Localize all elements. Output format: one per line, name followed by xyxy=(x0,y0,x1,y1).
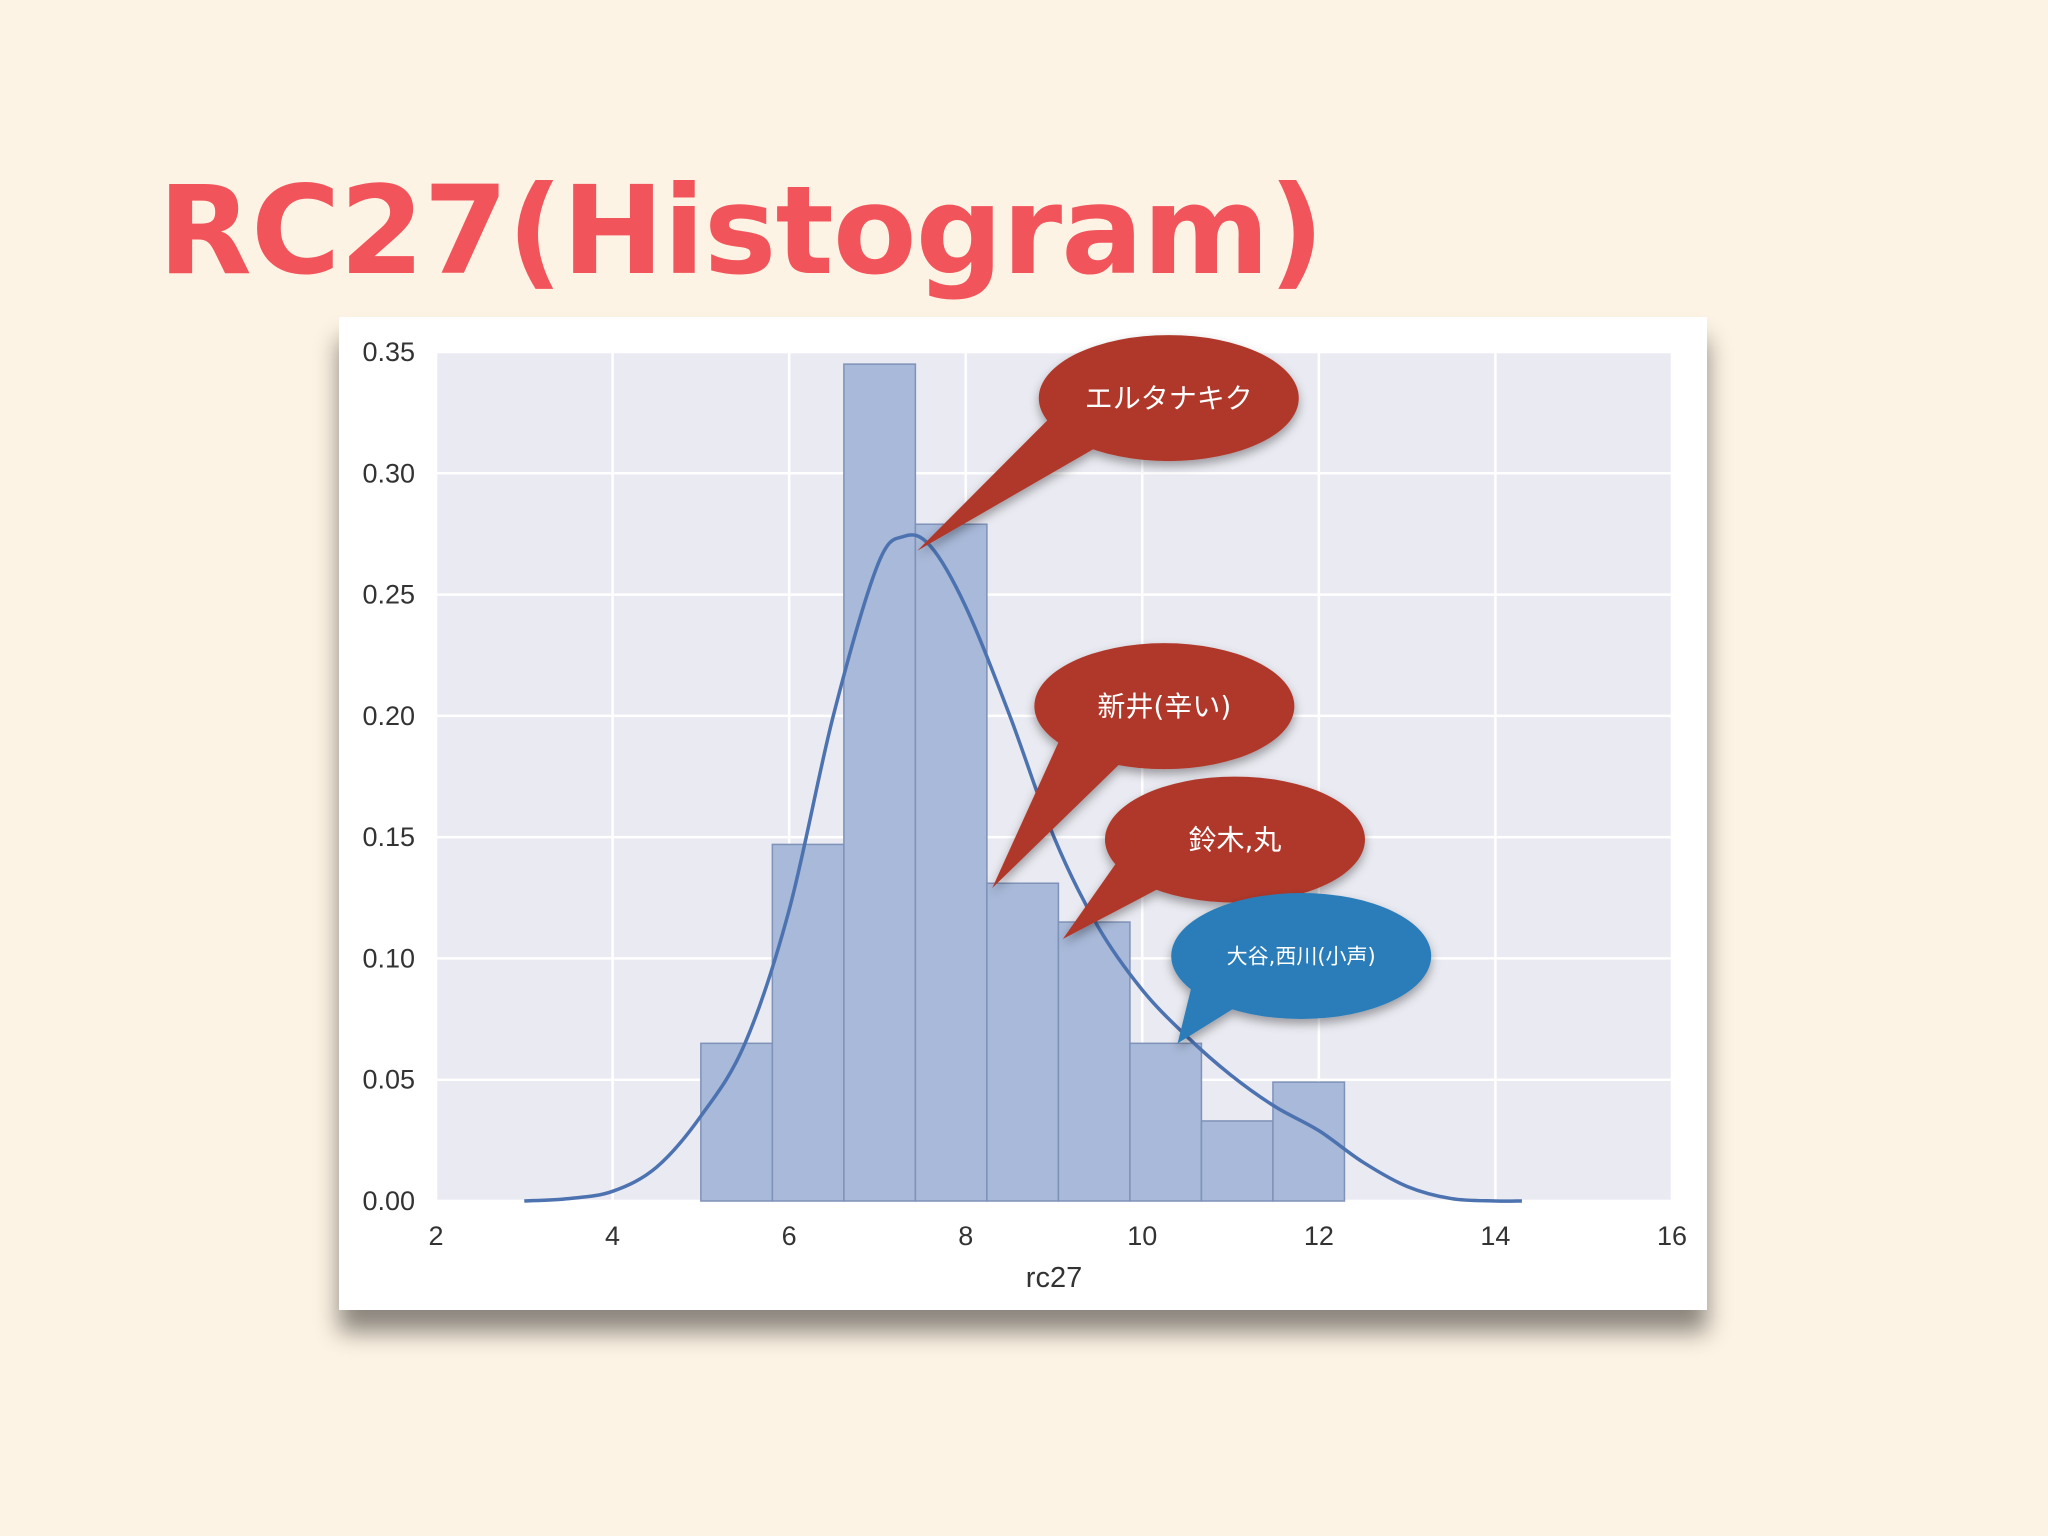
x-axis-title: rc27 xyxy=(1026,1262,1082,1294)
histogram-bar xyxy=(1200,1120,1274,1202)
y-tick-label: 0.05 xyxy=(362,1065,415,1095)
y-tick-label: 0.35 xyxy=(362,337,415,367)
histogram-bar xyxy=(986,882,1060,1202)
x-tick-label: 2 xyxy=(428,1221,443,1251)
callout-label: 鈴木,丸 xyxy=(1189,823,1282,856)
callout xyxy=(1062,776,1365,940)
y-tick-label: 0.00 xyxy=(362,1186,415,1216)
histogram-bar xyxy=(1057,921,1131,1202)
callout-label: エルタナキク xyxy=(1085,382,1253,415)
x-tick-label: 8 xyxy=(958,1221,973,1251)
callout-pointer xyxy=(917,404,1109,551)
y-tick-label: 0.20 xyxy=(362,701,415,731)
callout-bubble xyxy=(1034,643,1295,770)
callout xyxy=(1171,893,1432,1044)
histogram-bar xyxy=(914,523,988,1202)
x-tick-label: 10 xyxy=(1127,1221,1157,1251)
x-tick-label: 16 xyxy=(1657,1221,1687,1251)
histogram-bar xyxy=(700,1042,774,1202)
callout-label: 新井(辛い) xyxy=(1097,690,1231,723)
callout-bubble xyxy=(1038,335,1299,462)
histogram-chart: 2 4 6 8 10 12 14 16 0.00 0.05 0.10 0.15 0.20 0.25 0.30… xyxy=(362,335,1687,1294)
histogram-bar xyxy=(1129,1042,1203,1202)
x-tick-label: 14 xyxy=(1480,1221,1510,1251)
callout-pointer xyxy=(992,725,1130,889)
chart-card: 2 4 6 8 10 12 14 16 0.00 0.05 0.10 0.15 0.20 0.25 0.30… xyxy=(339,317,1707,1310)
x-tick-label: 4 xyxy=(605,1221,620,1251)
callout-bubble xyxy=(1171,893,1432,1020)
histogram-bar xyxy=(843,363,917,1202)
callout xyxy=(917,335,1299,551)
y-tick-label: 0.30 xyxy=(362,458,415,488)
callout-label: 大谷,西川(小声) xyxy=(1227,944,1376,968)
callout xyxy=(992,643,1295,889)
callout-bubble xyxy=(1104,776,1365,903)
y-tick-label: 0.25 xyxy=(362,580,415,610)
y-tick-label: 0.15 xyxy=(362,822,415,852)
density-curve xyxy=(524,533,1522,1203)
x-tick-label: 6 xyxy=(782,1221,797,1251)
histogram-bar xyxy=(771,843,845,1202)
histogram-bars xyxy=(700,363,1346,1202)
y-tick-label: 0.10 xyxy=(362,943,415,973)
slide-title: RC27(Histogram) xyxy=(158,160,1324,302)
axis-ticks: 2 4 6 8 10 12 14 16 0.00 0.05 0.10 0.15 0.20 0.25 0.30… xyxy=(362,337,1687,1251)
x-tick-label: 12 xyxy=(1304,1221,1334,1251)
